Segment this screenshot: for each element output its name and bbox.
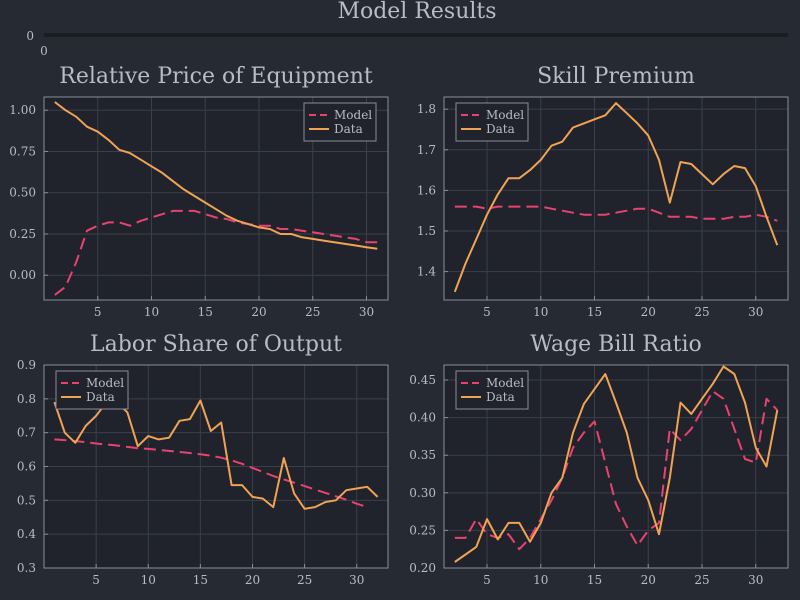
y-tick-label: 0.5 — [17, 493, 36, 507]
legend-box — [303, 102, 377, 142]
plot-frame — [43, 364, 389, 569]
x-tick-label: 15 — [587, 573, 602, 587]
series-line-data — [453, 102, 779, 293]
x-tick-label: 25 — [305, 305, 320, 319]
empty-axis-y-tick: 0 — [26, 29, 34, 43]
series-line-model — [54, 209, 378, 296]
x-tick-label: 25 — [694, 573, 709, 587]
x-tick-label: 20 — [641, 573, 656, 587]
x-tick-label: 30 — [748, 573, 763, 587]
y-tick-label: 0.75 — [9, 144, 36, 158]
y-tick-label: 1.7 — [417, 143, 436, 157]
panel-title: Wage Bill Ratio — [530, 332, 702, 357]
x-tick-label: 25 — [694, 305, 709, 319]
empty-axis-bar — [44, 33, 788, 37]
y-tick-label: 1.5 — [417, 224, 436, 238]
x-tick-label: 5 — [483, 305, 491, 319]
x-tick-label: 15 — [198, 305, 213, 319]
y-tick-label: 0.3 — [17, 561, 36, 575]
y-tick-label: 0.8 — [17, 392, 36, 406]
panel-title: Skill Premium — [537, 64, 695, 89]
series-line-data — [54, 101, 378, 250]
legend-label-model: Model — [86, 376, 124, 390]
panel-title: Relative Price of Equipment — [59, 64, 373, 89]
y-tick-label: 0.4 — [17, 527, 36, 541]
y-tick-label: 0.25 — [9, 227, 36, 241]
legend-label-data: Data — [334, 122, 363, 136]
y-tick-label: 0.45 — [409, 373, 436, 387]
series-line-data — [454, 365, 779, 563]
y-tick-label: 0.40 — [409, 411, 436, 425]
plot-frame — [443, 96, 789, 301]
y-tick-label: 0.35 — [409, 448, 436, 462]
x-tick-label: 20 — [245, 573, 260, 587]
x-tick-label: 20 — [641, 305, 656, 319]
x-tick-label: 30 — [349, 573, 364, 587]
x-tick-label: 15 — [193, 573, 208, 587]
legend-box — [55, 370, 129, 410]
panel-relative-price-of-equipment: Relative Price of Equipment 5 10 15 20 25 30 0.… — [9, 64, 389, 319]
figure-title: Model Results — [337, 0, 496, 24]
y-tick-label: 1.6 — [417, 183, 436, 197]
x-tick-label: 25 — [297, 573, 312, 587]
legend-label-data: Data — [486, 390, 515, 404]
y-tick-label: 0.50 — [9, 186, 36, 200]
x-tick-label: 5 — [483, 573, 491, 587]
legend-label-model: Model — [334, 108, 372, 122]
plot-frame — [443, 364, 789, 569]
x-tick-label: 10 — [533, 573, 548, 587]
legend-label-data: Data — [486, 122, 515, 136]
y-tick-label: 0.30 — [409, 486, 436, 500]
panel-wage-bill-ratio: Wage Bill Ratio 5 10 15 20 25 30 0.20 0.25 0.30 0.… — [409, 332, 789, 587]
y-tick-label: 0.6 — [17, 460, 36, 474]
x-tick-label: 5 — [94, 305, 102, 319]
plot-frame — [43, 96, 389, 301]
y-tick-label: 1.4 — [417, 265, 436, 279]
empty-axis: 0 0 — [26, 29, 788, 58]
x-tick-label: 10 — [533, 305, 548, 319]
y-tick-label: 0.9 — [17, 358, 36, 372]
y-tick-label: 0.00 — [9, 268, 36, 282]
legend-label-model: Model — [486, 376, 524, 390]
y-tick-label: 1.8 — [417, 102, 436, 116]
legend-label-model: Model — [486, 108, 524, 122]
panel-title: Labor Share of Output — [90, 332, 342, 357]
x-tick-label: 10 — [141, 573, 156, 587]
series-line-model — [454, 205, 778, 222]
x-tick-label: 30 — [748, 305, 763, 319]
x-tick-label: 15 — [587, 305, 602, 319]
x-tick-label: 5 — [92, 573, 100, 587]
y-tick-label: 0.20 — [409, 561, 436, 575]
x-tick-label: 30 — [359, 305, 374, 319]
y-tick-label: 0.25 — [409, 523, 436, 537]
x-tick-label: 10 — [144, 305, 159, 319]
y-tick-label: 0.7 — [17, 426, 36, 440]
y-tick-label: 1.00 — [9, 103, 36, 117]
x-tick-label: 20 — [251, 305, 266, 319]
panel-labor-share-of-output: Labor Share of Output 5 10 15 20 25 30 0.3 0.4 0.… — [17, 332, 389, 587]
legend-box — [455, 370, 529, 410]
legend-box — [455, 102, 529, 142]
panel-skill-premium: Skill Premium 5 10 15 20 25 30 1.4 1.5 1.6 1.7 1.8 M… — [417, 64, 789, 319]
empty-axis-x-tick: 0 — [40, 44, 48, 58]
series-line-model — [454, 390, 779, 551]
legend-label-data: Data — [86, 390, 115, 404]
